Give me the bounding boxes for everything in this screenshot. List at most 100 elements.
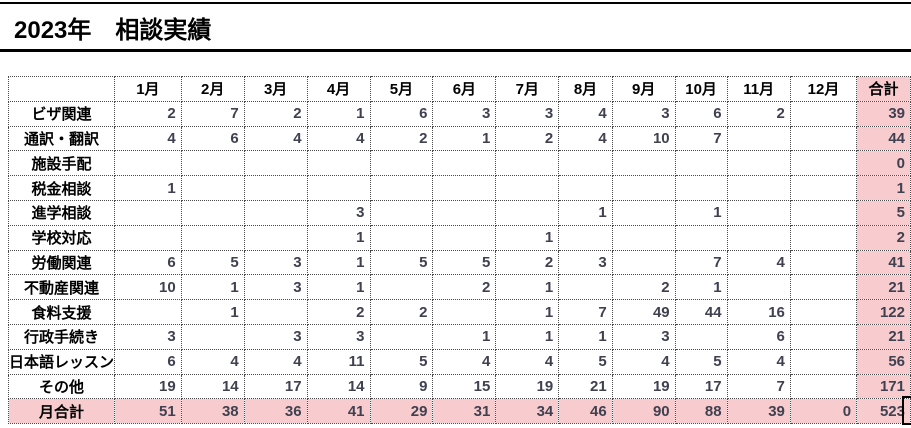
- value-cell[interactable]: 2: [611, 274, 676, 301]
- value-cell[interactable]: 2: [306, 299, 371, 325]
- value-cell[interactable]: 0: [789, 398, 858, 425]
- value-cell[interactable]: [180, 323, 245, 350]
- value-cell[interactable]: 3: [611, 100, 676, 127]
- row-label[interactable]: 行政手続き: [7, 323, 116, 350]
- value-cell[interactable]: [432, 299, 497, 325]
- value-cell[interactable]: [369, 323, 434, 350]
- value-cell[interactable]: 1: [306, 224, 371, 251]
- value-cell[interactable]: 3: [306, 199, 371, 226]
- value-cell[interactable]: [558, 224, 613, 251]
- value-cell[interactable]: [789, 224, 858, 251]
- value-cell[interactable]: 6: [114, 348, 182, 375]
- value-cell[interactable]: 7: [726, 373, 791, 400]
- value-cell[interactable]: 5: [180, 249, 245, 276]
- row-label[interactable]: 日本語レッスン: [7, 348, 116, 375]
- value-cell[interactable]: [789, 199, 858, 226]
- row-total-cell[interactable]: 1: [856, 175, 911, 201]
- row-label[interactable]: 施設手配: [7, 150, 116, 177]
- row-label[interactable]: 税金相談: [7, 175, 116, 201]
- value-cell[interactable]: [369, 274, 434, 301]
- value-cell[interactable]: [789, 125, 858, 152]
- month-header-11[interactable]: 11月: [726, 76, 791, 102]
- value-cell[interactable]: 4: [558, 100, 613, 127]
- value-cell[interactable]: [611, 224, 676, 251]
- value-cell[interactable]: 2: [369, 299, 434, 325]
- value-cell[interactable]: [180, 175, 245, 201]
- value-cell[interactable]: 1: [558, 323, 613, 350]
- value-cell[interactable]: 4: [306, 125, 371, 152]
- value-cell[interactable]: [432, 175, 497, 201]
- month-header-7[interactable]: 7月: [495, 76, 560, 102]
- value-cell[interactable]: [789, 100, 858, 127]
- value-cell[interactable]: 1: [495, 274, 560, 301]
- value-cell[interactable]: 41: [306, 398, 371, 425]
- value-cell[interactable]: [726, 125, 791, 152]
- value-cell[interactable]: [611, 249, 676, 276]
- value-cell[interactable]: 10: [611, 125, 676, 152]
- corner-cell[interactable]: [7, 76, 116, 102]
- value-cell[interactable]: [243, 150, 308, 177]
- value-cell[interactable]: 6: [180, 125, 245, 152]
- value-cell[interactable]: 46: [558, 398, 613, 425]
- value-cell[interactable]: 3: [558, 249, 613, 276]
- value-cell[interactable]: [369, 150, 434, 177]
- row-total-cell[interactable]: 0: [856, 150, 911, 177]
- month-header-4[interactable]: 4月: [306, 76, 371, 102]
- row-total-cell[interactable]: 56: [856, 348, 911, 375]
- value-cell[interactable]: 7: [674, 125, 728, 152]
- value-cell[interactable]: [789, 150, 858, 177]
- value-cell[interactable]: 4: [432, 348, 497, 375]
- value-cell[interactable]: 3: [495, 100, 560, 127]
- row-label[interactable]: 食料支援: [7, 299, 116, 325]
- row-label[interactable]: その他: [7, 373, 116, 400]
- value-cell[interactable]: [611, 150, 676, 177]
- value-cell[interactable]: 5: [674, 348, 728, 375]
- value-cell[interactable]: 19: [114, 373, 182, 400]
- value-cell[interactable]: 6: [726, 323, 791, 350]
- value-cell[interactable]: 4: [726, 249, 791, 276]
- month-header-2[interactable]: 2月: [180, 76, 245, 102]
- month-header-8[interactable]: 8月: [558, 76, 613, 102]
- value-cell[interactable]: [726, 150, 791, 177]
- row-label[interactable]: 不動産関連: [7, 274, 116, 301]
- value-cell[interactable]: 2: [369, 125, 434, 152]
- value-cell[interactable]: 3: [114, 323, 182, 350]
- value-cell[interactable]: 16: [726, 299, 791, 325]
- value-cell[interactable]: [789, 373, 858, 400]
- value-cell[interactable]: [789, 348, 858, 375]
- value-cell[interactable]: [432, 224, 497, 251]
- value-cell[interactable]: 2: [726, 100, 791, 127]
- value-cell[interactable]: 5: [369, 249, 434, 276]
- value-cell[interactable]: 51: [114, 398, 182, 425]
- value-cell[interactable]: 6: [369, 100, 434, 127]
- value-cell[interactable]: [114, 299, 182, 325]
- value-cell[interactable]: 1: [674, 274, 728, 301]
- value-cell[interactable]: 4: [495, 348, 560, 375]
- value-cell[interactable]: [674, 150, 728, 177]
- value-cell[interactable]: [726, 224, 791, 251]
- value-cell[interactable]: [495, 199, 560, 226]
- value-cell[interactable]: 1: [495, 224, 560, 251]
- value-cell[interactable]: [114, 199, 182, 226]
- row-total-cell[interactable]: 2: [856, 224, 911, 251]
- value-cell[interactable]: 4: [726, 348, 791, 375]
- value-cell[interactable]: 7: [558, 299, 613, 325]
- value-cell[interactable]: 5: [558, 348, 613, 375]
- value-cell[interactable]: 49: [611, 299, 676, 325]
- row-label[interactable]: 通訳・翻訳: [7, 125, 116, 152]
- value-cell[interactable]: 21: [558, 373, 613, 400]
- row-label[interactable]: 学校対応: [7, 224, 116, 251]
- value-cell[interactable]: 39: [726, 398, 791, 425]
- value-cell[interactable]: 5: [369, 348, 434, 375]
- month-header-9[interactable]: 9月: [611, 76, 676, 102]
- value-cell[interactable]: 4: [611, 348, 676, 375]
- row-total-cell[interactable]: 5: [856, 199, 911, 226]
- month-header-5[interactable]: 5月: [369, 76, 434, 102]
- value-cell[interactable]: [726, 274, 791, 301]
- value-cell[interactable]: 2: [243, 100, 308, 127]
- value-cell[interactable]: 3: [243, 249, 308, 276]
- value-cell[interactable]: 31: [432, 398, 497, 425]
- value-cell[interactable]: [243, 199, 308, 226]
- value-cell[interactable]: [558, 150, 613, 177]
- month-header-10[interactable]: 10月: [674, 76, 728, 102]
